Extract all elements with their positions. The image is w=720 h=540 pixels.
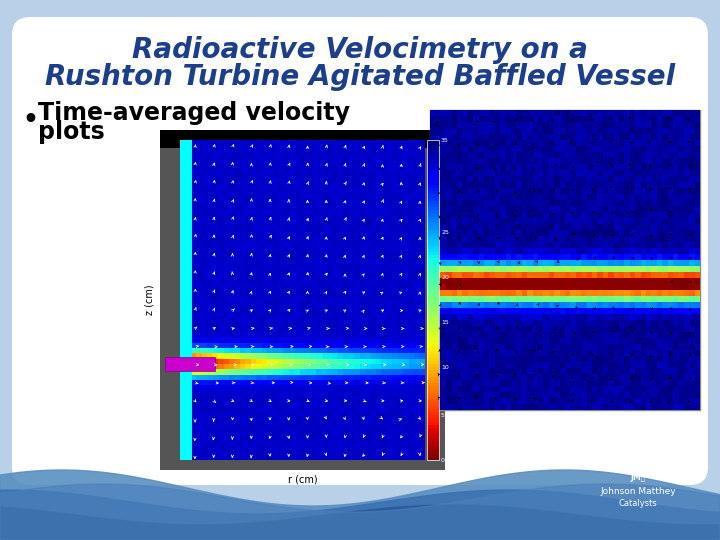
- Text: Time-averaged velocity: Time-averaged velocity: [38, 101, 350, 125]
- Text: •: •: [22, 108, 38, 132]
- Text: Johnson Matthey: Johnson Matthey: [600, 488, 676, 496]
- Text: JMⓇ: JMⓇ: [631, 474, 646, 483]
- Text: 35: 35: [441, 138, 449, 143]
- Text: plots: plots: [38, 120, 104, 144]
- Text: Rushton Turbine Agitated Baffled Vessel: Rushton Turbine Agitated Baffled Vessel: [45, 63, 675, 91]
- Text: 10: 10: [441, 364, 449, 370]
- Text: 20: 20: [441, 275, 449, 280]
- Bar: [462, 278, 667, 290]
- Bar: [165, 357, 215, 371]
- Bar: [580, 467, 710, 515]
- Text: 15: 15: [441, 320, 449, 325]
- Text: 5: 5: [441, 413, 445, 418]
- Bar: [427, 140, 439, 460]
- Bar: [160, 130, 445, 148]
- Text: 0: 0: [441, 457, 445, 462]
- Text: Catalysts: Catalysts: [618, 500, 657, 509]
- Bar: [180, 140, 192, 460]
- Bar: [160, 130, 445, 470]
- Text: 25: 25: [441, 230, 449, 235]
- Bar: [430, 110, 700, 410]
- Text: r (cm): r (cm): [288, 475, 318, 485]
- Text: Radioactive Velocimetry on a: Radioactive Velocimetry on a: [132, 36, 588, 64]
- FancyBboxPatch shape: [12, 17, 708, 485]
- Text: z (cm): z (cm): [145, 285, 155, 315]
